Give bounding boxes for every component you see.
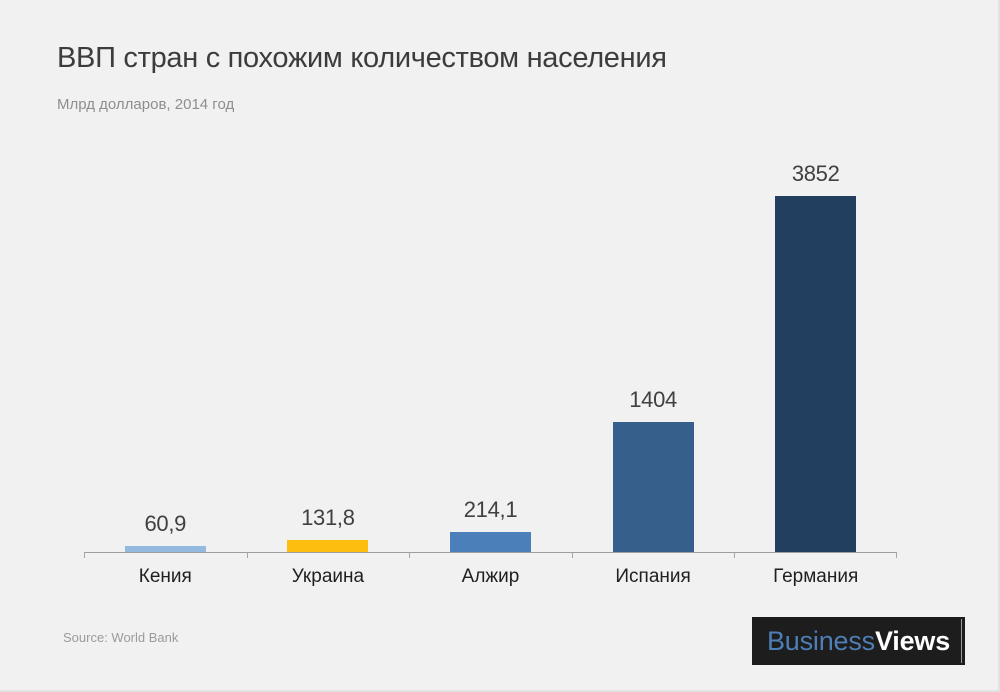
chart-title: ВВП стран с похожим количеством населени… <box>57 42 667 74</box>
category-label: Германия <box>773 566 859 587</box>
value-label: 60,9 <box>144 511 187 537</box>
value-label: 3852 <box>791 161 840 186</box>
axis-tick <box>896 552 897 558</box>
axis-tick <box>409 552 411 558</box>
bar-Алжир <box>450 532 531 552</box>
bar-Кения <box>124 546 206 552</box>
x-axis-line <box>84 552 897 553</box>
businessviews-logo: Business Views <box>752 617 965 665</box>
logo-edge-line <box>961 619 962 663</box>
chart-subtitle: Млрд долларов, 2014 год <box>57 96 235 113</box>
bar-Испания <box>612 422 694 552</box>
logo-text-views: Views <box>874 625 951 656</box>
category-label: Кения <box>138 566 192 587</box>
axis-tick <box>734 552 736 558</box>
logo-text-business: Business <box>766 625 875 656</box>
axis-tick <box>571 552 573 558</box>
value-label: 1404 <box>629 387 677 413</box>
bar-Германия <box>775 196 857 552</box>
axis-tick <box>84 552 85 558</box>
category-label: Испания <box>615 566 691 587</box>
category-label: Алжир <box>461 566 520 587</box>
category-label: Украина <box>291 566 365 587</box>
source-note: Source: World Bank <box>63 630 179 645</box>
value-label: 131,8 <box>301 504 355 530</box>
bar-Украина <box>287 539 369 552</box>
axis-tick <box>246 552 248 558</box>
value-label: 214,1 <box>463 497 518 523</box>
bar-chart-plot-area: 60,9 Кения 131,8 Украина 214,1 Алжир 1404 Испан… <box>84 161 897 587</box>
